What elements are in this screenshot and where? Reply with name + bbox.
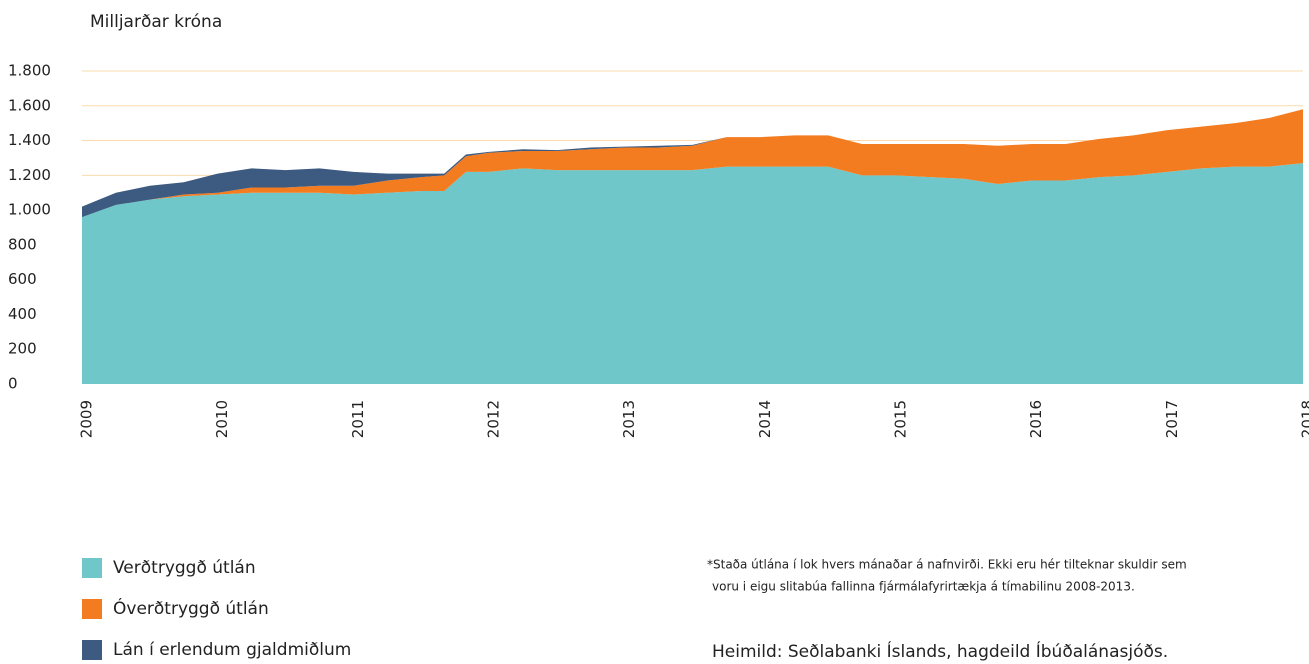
footnote: voru i eigu slitabúa fallinna fjármálafy… (712, 580, 1135, 594)
y-tick-label: 1.400 (8, 131, 51, 149)
legend-swatch (82, 558, 102, 578)
x-tick-label: 2016 (1027, 400, 1045, 438)
y-tick-label: 200 (8, 340, 37, 358)
y-axis-label: Milljarðar króna (90, 12, 222, 32)
legend-label: Óverðtryggð útlán (113, 597, 269, 619)
source: Heimild: Seðlabanki Íslands, hagdeild Íb… (712, 640, 1168, 662)
x-tick-label: 2015 (892, 400, 910, 438)
area (82, 109, 1303, 218)
x-tick-label: 2012 (485, 400, 503, 438)
y-tick-label: 1.600 (8, 96, 51, 114)
x-tick-label: 2017 (1163, 400, 1181, 438)
y-tick-label: 1.800 (8, 62, 51, 80)
legend-swatch (82, 640, 102, 660)
y-tick-label: 1.000 (8, 201, 51, 219)
x-tick-label: 2009 (78, 400, 96, 438)
y-tick-label: 800 (8, 235, 37, 253)
footnote: *Staða útlána í lok hvers mánaðar á nafn… (707, 558, 1187, 572)
y-tick-label: 600 (8, 270, 37, 288)
x-tick-label: 2018 (1299, 400, 1309, 438)
y-tick-label: 0 (8, 375, 18, 393)
legend-swatch (82, 599, 102, 619)
x-tick-label: 2014 (756, 400, 774, 438)
y-tick-label: 400 (8, 305, 37, 323)
x-tick-label: 2010 (213, 400, 231, 438)
legend-label: Verðtryggð útlán (113, 558, 256, 578)
area (82, 163, 1303, 384)
x-tick-label: 2013 (620, 400, 638, 438)
y-tick-label: 1.200 (8, 166, 51, 184)
x-tick-label: 2011 (349, 400, 367, 438)
legend-label: Lán í erlendum gjaldmiðlum (113, 640, 351, 660)
